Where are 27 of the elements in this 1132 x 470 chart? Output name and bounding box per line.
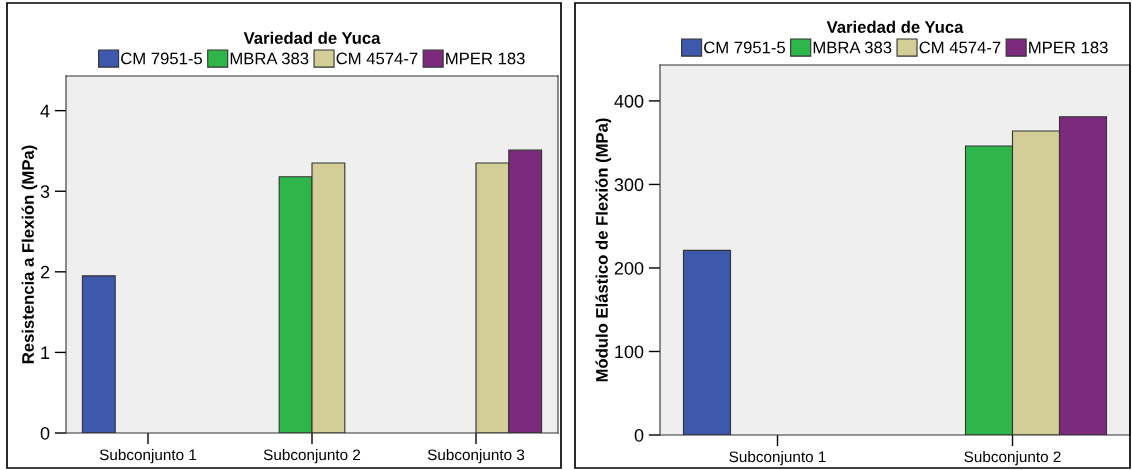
x-tick-label: Subconjunto 3 [427,448,525,464]
y-tick-label: 1 [41,346,50,359]
y-tick-label: 100 [615,345,644,359]
legend-title: Variedad de Yuca [826,20,964,33]
x-tick-label: Subconjunto 1 [729,450,826,466]
y-tick-label: 200 [614,261,644,275]
legend-title: Variedad de Yuca [243,31,381,44]
legend-label: CM 7951-5 [121,52,203,65]
legend-label: CM 4574-7 [919,41,1001,54]
legend-label: MPER 183 [446,52,525,65]
y-tick-label: 400 [614,94,644,108]
y-axis-title: Resistencia a Flexión (MPa) [21,145,38,364]
legend-label: CM 4574-7 [336,52,418,65]
x-tick-label: Subconjunto 2 [964,450,1061,466]
y-tick-label: 3 [40,185,50,198]
legend-label: CM 7951-5 [704,41,786,54]
legend-label: MPER 183 [1029,41,1108,54]
y-axis-title: Módulo Elástico de Flexión (MPa) [595,118,612,382]
legend-label: MBRA 383 [230,52,309,65]
y-tick-label: 0 [634,428,644,442]
y-tick-label: 2 [40,265,50,279]
legend-label: MBRA 383 [813,41,892,54]
x-tick-label: Subconjunto 1 [99,448,197,464]
x-tick-label: Subconjunto 2 [263,448,361,464]
y-tick-label: 4 [40,104,50,118]
y-tick-label: 0 [40,426,50,440]
y-tick-label: 300 [614,178,644,192]
